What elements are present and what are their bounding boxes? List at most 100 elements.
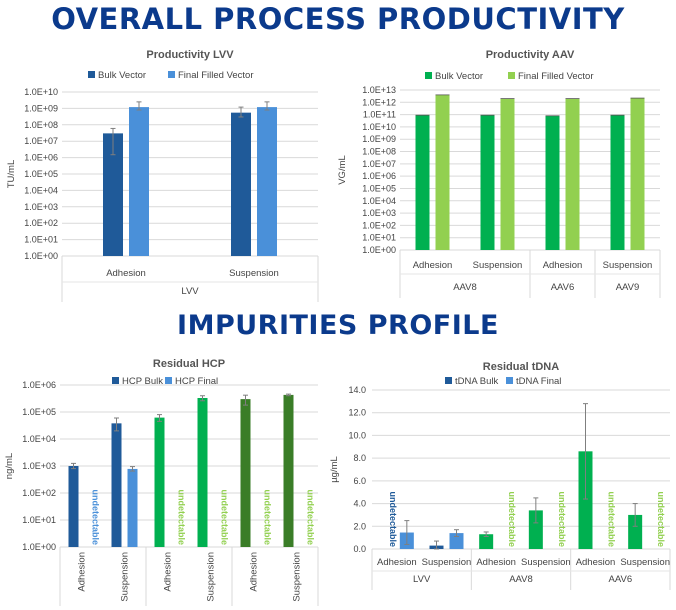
bar (129, 107, 149, 256)
bar (283, 394, 294, 547)
category-label: Adhesion (476, 557, 516, 568)
category-label: Adhesion (163, 552, 174, 592)
y-tick-label: 1.0E+04 (362, 196, 396, 206)
legend-label: Final Filled Vector (518, 71, 594, 82)
y-tick-label: 1.0E+07 (24, 136, 58, 146)
chart-title: Productivity LVV (146, 49, 234, 61)
undetectable-label: undetectable (507, 491, 517, 547)
y-tick-label: 1.0E+09 (24, 103, 58, 113)
y-axis-label: VG/mL (337, 155, 348, 185)
category-label: Adhesion (249, 552, 260, 592)
chart-title: Residual HCP (153, 358, 225, 370)
y-tick-label: 6.0 (353, 476, 366, 486)
bar (630, 98, 645, 250)
y-tick-label: 1.0E+00 (362, 245, 396, 255)
legend-swatch (425, 72, 432, 79)
bar (68, 466, 79, 547)
y-tick-label: 8.0 (353, 453, 366, 463)
category-label: Suspension (620, 557, 670, 568)
bar (449, 533, 464, 549)
bar (257, 107, 277, 256)
undetectable-label: undetectable (91, 489, 101, 545)
category-label: Adhesion (543, 260, 583, 271)
category-label: Adhesion (576, 557, 616, 568)
category-label: Suspension (120, 552, 131, 602)
y-tick-label: 1.0E+03 (362, 208, 396, 218)
group-label: AAV8 (509, 574, 533, 585)
undetectable-label: undetectable (388, 491, 398, 547)
y-tick-label: 1.0E+13 (362, 85, 396, 95)
y-tick-label: 1.0E+02 (24, 218, 58, 228)
bar (435, 94, 450, 250)
chart-title: Residual tDNA (483, 361, 559, 373)
productivity-heading: OVERALL PROCESS PRODUCTIVITY (51, 2, 625, 36)
category-label: Adhesion (413, 260, 453, 271)
bar (479, 534, 494, 549)
hcp-chart: Residual HCP HCP Bulk HCP Final 1.0E+00 1.0E… (4, 358, 319, 606)
group-label: LVV (413, 574, 431, 585)
category-label: Suspension (521, 557, 571, 568)
undetectable-label: undetectable (656, 491, 666, 547)
bar (240, 399, 251, 547)
category-label: Suspension (229, 268, 279, 279)
y-tick-label: 1.0E+08 (24, 120, 58, 130)
y-tick-label: 2.0 (353, 521, 366, 531)
group-label: LVV (181, 286, 199, 297)
bar (197, 398, 208, 547)
y-tick-label: 0.0 (353, 544, 366, 554)
y-tick-label: 12.0 (348, 408, 366, 418)
legend-label: HCP Final (175, 376, 218, 387)
legend-label: Bulk Vector (98, 70, 146, 81)
bar (578, 451, 593, 549)
undetectable-label: undetectable (607, 491, 617, 547)
y-tick-label: 1.0E+06 (24, 153, 58, 163)
category-label: Adhesion (377, 557, 417, 568)
y-tick-label: 1.0E+07 (362, 159, 396, 169)
y-tick-label: 4.0 (353, 499, 366, 509)
legend-swatch (445, 377, 452, 384)
legend-label: Final Filled Vector (178, 70, 254, 81)
category-label: Suspension (292, 552, 303, 602)
y-tick-label: 1.0E+00 (22, 542, 56, 552)
category-label: Suspension (473, 260, 523, 271)
bar (565, 98, 580, 250)
undetectable-label: undetectable (220, 489, 230, 545)
legend-swatch (165, 377, 172, 384)
legend-swatch (508, 72, 515, 79)
bar (127, 468, 138, 547)
category-label: Suspension (422, 557, 472, 568)
legend-label: tDNA Bulk (455, 376, 499, 387)
legend-label: HCP Bulk (122, 376, 163, 387)
y-tick-label: 1.0E+04 (24, 185, 58, 195)
bar (154, 417, 165, 547)
y-axis-label: TU/mL (6, 160, 17, 189)
group-label: AAV9 (616, 282, 640, 293)
bar (528, 510, 543, 549)
legend-swatch (112, 377, 119, 384)
undetectable-label: undetectable (306, 489, 316, 545)
bar (628, 514, 643, 549)
y-tick-label: 1.0E+01 (24, 235, 58, 245)
legend-swatch (506, 377, 513, 384)
category-label: Adhesion (106, 268, 146, 279)
bar (103, 133, 123, 256)
group-label: AAV6 (609, 574, 633, 585)
bar (500, 98, 515, 250)
legend-swatch (168, 71, 175, 78)
y-tick-label: 1.0E+11 (363, 110, 396, 120)
legend-label: Bulk Vector (435, 71, 483, 82)
bar (111, 423, 122, 547)
undetectable-label: undetectable (263, 489, 273, 545)
y-tick-label: 1.0E+04 (22, 434, 56, 444)
y-tick-label: 1.0E+09 (362, 134, 396, 144)
y-tick-label: 1.0E+05 (24, 169, 58, 179)
y-tick-label: 1.0E+12 (362, 97, 396, 107)
y-tick-label: 1.0E+02 (362, 220, 396, 230)
y-tick-label: 1.0E+05 (362, 183, 396, 193)
y-tick-label: 1.0E+00 (24, 251, 58, 261)
legend-label: tDNA Final (516, 376, 561, 387)
y-tick-label: 1.0E+02 (22, 488, 56, 498)
y-tick-label: 1.0E+06 (362, 171, 396, 181)
